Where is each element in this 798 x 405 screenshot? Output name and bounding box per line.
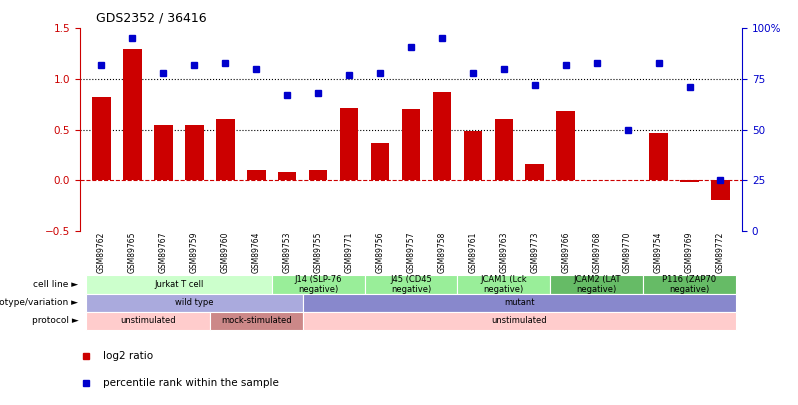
Bar (302, 312, 736, 330)
Text: GSM89766: GSM89766 (561, 232, 571, 273)
Bar (271, 275, 365, 294)
Bar (86, 275, 271, 294)
Text: GSM89753: GSM89753 (282, 232, 291, 273)
Bar (650, 133, 668, 180)
Bar (123, 49, 142, 180)
Text: GSM89771: GSM89771 (345, 232, 354, 273)
Text: GSM89765: GSM89765 (128, 232, 137, 273)
Bar (401, 109, 421, 180)
Text: GSM89768: GSM89768 (592, 232, 601, 273)
Text: GSM89769: GSM89769 (685, 232, 694, 273)
Text: GDS2352 / 36416: GDS2352 / 36416 (96, 11, 207, 24)
Bar (556, 111, 575, 180)
Bar (185, 125, 203, 180)
Text: P116 (ZAP70
negative): P116 (ZAP70 negative) (662, 275, 717, 294)
Text: unstimulated: unstimulated (492, 316, 547, 326)
Text: JCAM2 (LAT
negative): JCAM2 (LAT negative) (573, 275, 620, 294)
Text: genotype/variation ►: genotype/variation ► (0, 298, 78, 307)
Text: GSM89757: GSM89757 (406, 232, 416, 273)
Bar (86, 294, 302, 312)
Bar (551, 275, 643, 294)
Text: cell line ►: cell line ► (34, 280, 78, 289)
Bar (643, 275, 736, 294)
Bar (247, 170, 266, 180)
Text: mutant: mutant (504, 298, 535, 307)
Text: unstimulated: unstimulated (120, 316, 176, 326)
Bar (457, 275, 551, 294)
Bar (433, 92, 451, 180)
Text: GSM89770: GSM89770 (623, 232, 632, 273)
Bar (93, 97, 111, 180)
Text: GSM89767: GSM89767 (159, 232, 168, 273)
Bar (680, 180, 699, 182)
Bar (154, 125, 172, 180)
Text: GSM89772: GSM89772 (716, 232, 725, 273)
Bar (302, 294, 736, 312)
Bar (365, 275, 457, 294)
Text: GSM89754: GSM89754 (654, 232, 663, 273)
Text: GSM89763: GSM89763 (500, 232, 508, 273)
Bar (495, 119, 513, 180)
Text: Jurkat T cell: Jurkat T cell (154, 280, 203, 289)
Text: GSM89758: GSM89758 (437, 232, 446, 273)
Text: GSM89755: GSM89755 (314, 232, 322, 273)
Bar (464, 130, 482, 180)
Text: JCAM1 (Lck
negative): JCAM1 (Lck negative) (480, 275, 527, 294)
Text: GSM89756: GSM89756 (376, 232, 385, 273)
Bar (216, 119, 235, 180)
Bar (86, 312, 210, 330)
Bar (711, 180, 729, 200)
Text: GSM89762: GSM89762 (97, 232, 106, 273)
Text: wild type: wild type (175, 298, 214, 307)
Text: GSM89760: GSM89760 (221, 232, 230, 273)
Text: protocol ►: protocol ► (31, 316, 78, 326)
Text: GSM89761: GSM89761 (468, 232, 477, 273)
Bar (371, 143, 389, 180)
Text: mock-stimulated: mock-stimulated (221, 316, 291, 326)
Text: GSM89759: GSM89759 (190, 232, 199, 273)
Bar (526, 164, 544, 180)
Text: log2 ratio: log2 ratio (103, 351, 153, 360)
Text: percentile rank within the sample: percentile rank within the sample (103, 378, 279, 388)
Bar (340, 108, 358, 180)
Bar (278, 172, 296, 180)
Text: J14 (SLP-76
negative): J14 (SLP-76 negative) (294, 275, 342, 294)
Text: J45 (CD45
negative): J45 (CD45 negative) (390, 275, 432, 294)
Text: GSM89764: GSM89764 (251, 232, 261, 273)
Bar (210, 312, 302, 330)
Bar (309, 170, 327, 180)
Text: GSM89773: GSM89773 (531, 232, 539, 273)
